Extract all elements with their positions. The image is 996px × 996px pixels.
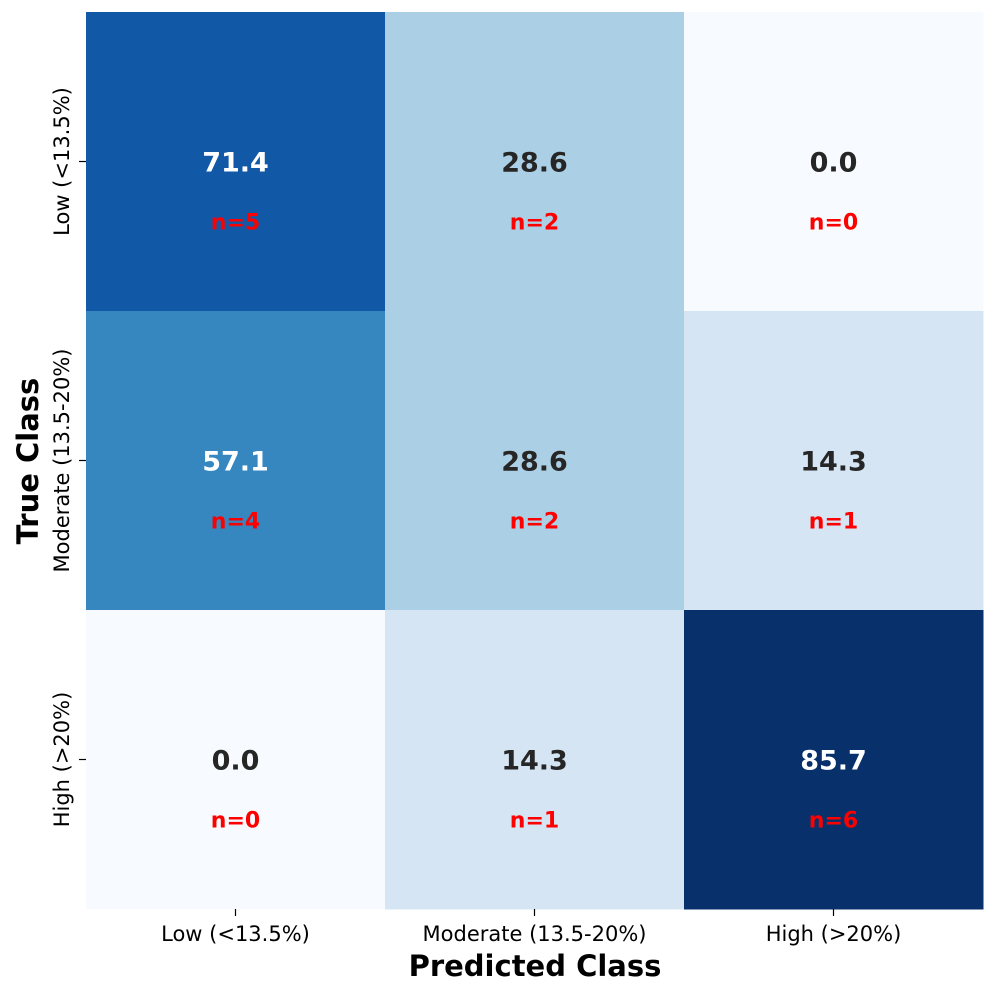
heatmap-cell xyxy=(385,311,685,611)
cell-value-label: 71.4 xyxy=(202,148,269,179)
y-axis-title: True Class xyxy=(11,378,45,545)
heatmap-cell xyxy=(385,610,685,910)
heatmap-cells xyxy=(86,12,984,910)
x-axis-ticks: Low (<13.5%) Moderate (13.5-20%) High (>20… xyxy=(161,909,901,946)
x-tick-label: Low (<13.5%) xyxy=(161,922,310,946)
cell-count-label: n=0 xyxy=(211,809,260,834)
cell-value-label: 28.6 xyxy=(501,447,568,478)
y-tick-label: Low (<13.5%) xyxy=(50,87,74,236)
cell-value-label: 85.7 xyxy=(800,746,867,777)
cell-value-label: 14.3 xyxy=(501,746,568,777)
heatmap-cell xyxy=(385,12,685,312)
y-tick-label: High (>20%) xyxy=(50,692,74,828)
y-tick-label: Moderate (13.5-20%) xyxy=(50,349,74,573)
heatmap-cell xyxy=(684,12,984,312)
heatmap-cell xyxy=(86,610,386,910)
cell-value-label: 14.3 xyxy=(800,447,867,478)
cell-count-label: n=2 xyxy=(510,510,559,535)
heatmap-cell xyxy=(684,610,984,910)
cell-value-label: 0.0 xyxy=(212,746,260,777)
x-tick-label: Moderate (13.5-20%) xyxy=(423,922,647,946)
cell-count-label: n=2 xyxy=(510,211,559,236)
y-axis-ticks: Low (<13.5%) Moderate (13.5-20%) High (>20… xyxy=(50,87,86,827)
x-tick-label: High (>20%) xyxy=(766,922,902,946)
heatmap-cell xyxy=(684,311,984,611)
cell-count-label: n=0 xyxy=(809,211,858,236)
cell-value-label: 0.0 xyxy=(810,148,858,179)
x-axis-title: Predicted Class xyxy=(409,949,662,983)
cell-value-label: 57.1 xyxy=(202,447,269,478)
heatmap-cell xyxy=(86,12,386,312)
cell-count-label: n=1 xyxy=(510,809,559,834)
cell-value-label: 28.6 xyxy=(501,148,568,179)
cell-count-label: n=4 xyxy=(211,510,260,535)
heatmap-cell xyxy=(86,311,386,611)
cell-count-label: n=1 xyxy=(809,510,858,535)
cell-count-label: n=6 xyxy=(809,809,858,834)
cell-count-label: n=5 xyxy=(211,211,260,236)
cell-annotations: 71.4 n=5 28.6 n=2 0.0 n=0 57.1 n=4 28.6 n=2 14.3 n=… xyxy=(202,148,867,834)
